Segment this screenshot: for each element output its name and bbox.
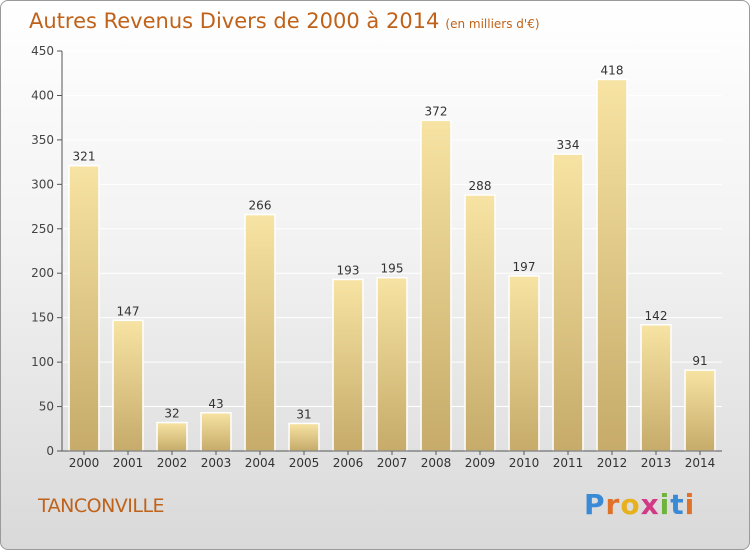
data-label-2012: 418 <box>601 63 624 77</box>
data-label-2010: 197 <box>513 260 536 274</box>
y-tick-label: 250 <box>31 222 54 236</box>
data-label-2005: 31 <box>296 407 311 421</box>
data-label-2007: 195 <box>381 262 404 276</box>
bar-2010 <box>508 275 540 452</box>
x-tick-label-2010: 2010 <box>509 456 540 470</box>
chart-subtitle: (en milliers d'€) <box>445 17 540 31</box>
y-tick-label: 450 <box>31 44 54 58</box>
data-label-2009: 288 <box>469 179 492 193</box>
x-tick-label-2003: 2003 <box>201 456 232 470</box>
bar-2006 <box>332 278 364 452</box>
y-tick-label: 200 <box>31 266 54 280</box>
x-tick-label-2005: 2005 <box>289 456 320 470</box>
x-tick-label-2012: 2012 <box>597 456 628 470</box>
y-tick-label: 50 <box>39 400 54 414</box>
bar-2013 <box>640 324 672 452</box>
data-label-2000: 321 <box>73 150 96 164</box>
bar-2008 <box>420 119 452 452</box>
data-label-2006: 193 <box>337 263 360 277</box>
chart-title: Autres Revenus Divers de 2000 à 2014 (en … <box>29 9 540 33</box>
bar-2002 <box>156 421 188 452</box>
data-label-2004: 266 <box>249 199 272 213</box>
data-label-2011: 334 <box>557 138 580 152</box>
x-tick-label-2013: 2013 <box>641 456 672 470</box>
bar-2014 <box>684 369 716 452</box>
bar-2001 <box>112 319 144 452</box>
data-label-2008: 372 <box>425 104 448 118</box>
chart-title-main: Autres Revenus Divers de 2000 à 2014 <box>29 9 440 33</box>
location-label: TANCONVILLE <box>38 495 165 517</box>
data-label-2003: 43 <box>208 397 223 411</box>
bar-2011 <box>552 153 584 452</box>
x-tick-label-2009: 2009 <box>465 456 496 470</box>
x-tick-label-2002: 2002 <box>157 456 188 470</box>
x-tick-label-2008: 2008 <box>421 456 452 470</box>
x-tick-label-2001: 2001 <box>113 456 144 470</box>
proxiti-logo: Proxiti <box>584 488 696 521</box>
data-label-2002: 32 <box>164 407 179 421</box>
bar-2005 <box>288 422 320 452</box>
axes: 0 50 100 150 200 250 300 350 400 450 2000 2001 2002 2… <box>31 44 722 470</box>
y-tick-label: 300 <box>31 177 54 191</box>
x-tick-label-2007: 2007 <box>377 456 408 470</box>
y-tick-label: 350 <box>31 133 54 147</box>
data-label-2013: 142 <box>645 309 668 323</box>
y-tick-label: 0 <box>46 444 54 458</box>
bar-2003 <box>200 412 232 452</box>
y-tick-label: 400 <box>31 88 54 102</box>
bar-2012 <box>596 78 628 452</box>
bar-2009 <box>464 194 496 452</box>
bars: 321 147 32 43 266 31 193 195 372 288 197 334 418 142 9… <box>68 63 716 452</box>
y-tick-label: 150 <box>31 311 54 325</box>
data-label-2001: 147 <box>117 304 140 318</box>
data-label-2014: 91 <box>692 354 707 368</box>
x-tick-label-2000: 2000 <box>69 456 100 470</box>
bar-2004 <box>244 213 276 452</box>
bar-2000 <box>68 164 100 452</box>
x-tick-label-2006: 2006 <box>333 456 364 470</box>
x-tick-label-2014: 2014 <box>685 456 716 470</box>
x-tick-label-2011: 2011 <box>553 456 584 470</box>
y-tick-label: 100 <box>31 355 54 369</box>
bar-2007 <box>376 276 408 452</box>
x-tick-label-2004: 2004 <box>245 456 276 470</box>
